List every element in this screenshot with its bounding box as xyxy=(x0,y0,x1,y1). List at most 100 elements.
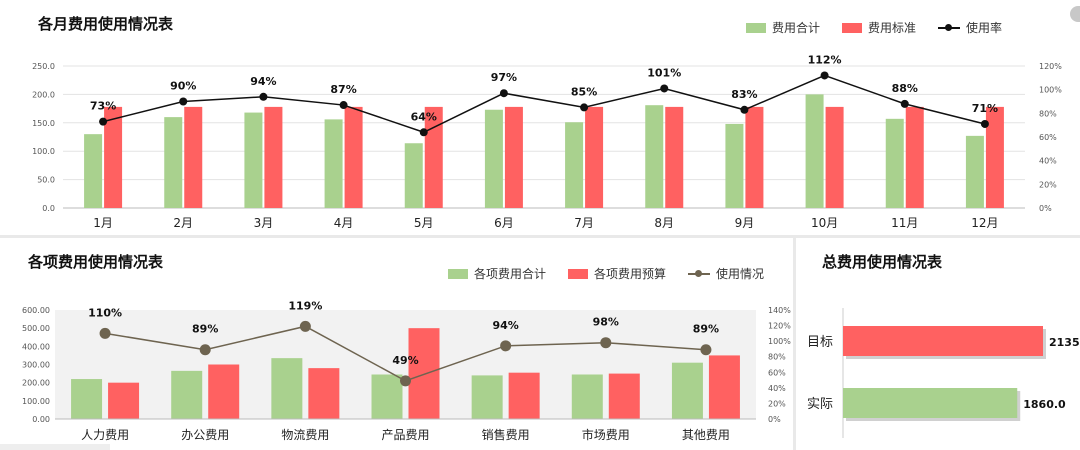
y2-tick-label: 20% xyxy=(1039,180,1057,189)
usage-label: 94% xyxy=(492,319,518,332)
bar-cost-standard xyxy=(585,106,604,208)
y-tick-label: 250.0 xyxy=(32,62,55,71)
x-tick-label: 人力费用 xyxy=(81,428,129,442)
y2-tick-label: 20% xyxy=(768,399,786,408)
usage-rate-label: 97% xyxy=(491,71,517,84)
total-chart-title: 总费用使用情况表 xyxy=(822,253,943,271)
bar-cost-total xyxy=(965,135,984,208)
value-label: 2135 xyxy=(1049,336,1080,349)
usage-label: 89% xyxy=(693,323,719,336)
bar-cost-standard xyxy=(344,106,363,208)
usage-point xyxy=(500,340,512,352)
usage-point xyxy=(400,375,411,387)
monthly-chart-svg: 0.0 50.0 100.0 150.0 200.0 250.0 0% 20% 40% 60% 80… xyxy=(32,53,1062,230)
bar-cost-total xyxy=(885,118,904,208)
usage-rate-label: 112% xyxy=(808,53,842,66)
bar-actual xyxy=(843,388,1018,418)
x-tick-label: 市场费用 xyxy=(582,427,630,442)
bar-cost-standard xyxy=(665,106,684,208)
legend-label: 费用标准 xyxy=(868,21,917,35)
usage-rate-label: 88% xyxy=(892,82,918,95)
bar-cost-standard xyxy=(985,106,1004,208)
x-tick-label: 1月 xyxy=(93,216,113,230)
legend-item-category-total: 各项费用合计 xyxy=(448,265,546,282)
category-chart-title: 各项费用使用情况表 xyxy=(28,253,164,271)
usage-point xyxy=(299,320,311,332)
sheet-tab[interactable] xyxy=(0,444,110,450)
x-tick-label: 3月 xyxy=(254,216,274,230)
legend-line-marker xyxy=(688,269,711,279)
bar-category-total xyxy=(471,375,503,419)
bar-category-budget xyxy=(108,382,140,419)
bar-cost-total xyxy=(565,122,584,208)
y-tick-label: 600.00 xyxy=(22,306,50,315)
category-chart-panel: 各项费用使用情况表 各项费用合计 各项费用预算 使用情况 0.00 100.00 2… xyxy=(0,238,793,450)
bar-cost-total xyxy=(484,109,503,208)
bar-cost-standard xyxy=(184,106,203,208)
y-tick-label: 100.0 xyxy=(32,147,55,156)
y2-tick-label: 100% xyxy=(768,337,791,346)
x-tick-label: 5月 xyxy=(414,216,434,230)
usage-label: 98% xyxy=(593,316,619,329)
y-tick-label: 0.0 xyxy=(42,204,55,213)
bar-category-total xyxy=(371,374,403,419)
monthly-chart-title: 各月费用使用情况表 xyxy=(38,15,174,33)
category-label: 实际 xyxy=(807,397,833,412)
bar-category-budget xyxy=(608,373,640,419)
usage-rate-label: 64% xyxy=(411,110,437,123)
x-tick-label: 其他费用 xyxy=(682,428,730,442)
bar-cost-standard xyxy=(745,106,764,208)
legend-label: 使用情况 xyxy=(716,267,765,281)
y-tick-label: 400.00 xyxy=(22,342,50,351)
bar-cost-total xyxy=(404,143,423,208)
usage-rate-point xyxy=(580,103,589,112)
bar-cost-total xyxy=(164,117,183,208)
x-tick-label: 物流费用 xyxy=(281,428,329,442)
legend-label: 各项费用合计 xyxy=(474,267,547,281)
y-tick-label: 200.00 xyxy=(22,379,50,388)
usage-rate-point xyxy=(980,119,989,128)
x-tick-label: 11月 xyxy=(891,216,918,230)
usage-rate-point xyxy=(499,89,508,98)
usage-point xyxy=(600,337,612,349)
usage-rate-label: 87% xyxy=(330,83,356,96)
category-chart-svg: 0.00 100.00 200.00 300.00 400.00 500.00 600.00… xyxy=(22,299,791,442)
total-chart-svg: 目标 2135 实际 1860.0 xyxy=(807,308,1080,438)
vertical-divider xyxy=(793,238,796,450)
usage-rate-point xyxy=(820,71,829,80)
scroll-handle[interactable] xyxy=(1070,6,1080,22)
monthly-chart-panel: 各月费用使用情况表 费用合计 费用标准 使用率 0.0 50.0 100.0 150.… xyxy=(32,6,1080,230)
legend-item-category-usage: 使用情况 xyxy=(688,265,764,282)
usage-rate-label: 73% xyxy=(90,100,116,113)
y2-tick-label: 0% xyxy=(768,415,781,424)
y2-tick-label: 0% xyxy=(1039,204,1052,213)
bar-cost-total xyxy=(324,119,343,208)
legend-label: 费用合计 xyxy=(772,21,821,35)
y-tick-label: 300.00 xyxy=(22,361,50,370)
y2-tick-label: 40% xyxy=(1039,157,1057,166)
x-tick-label: 办公费用 xyxy=(181,427,229,442)
legend-swatch-red xyxy=(842,22,863,33)
legend-item-category-budget: 各项费用预算 xyxy=(568,265,666,282)
usage-rate-point xyxy=(419,128,428,137)
bar-category-total xyxy=(271,358,303,419)
x-tick-label: 2月 xyxy=(173,216,193,230)
bar-cost-standard xyxy=(905,106,924,208)
x-tick-label: 7月 xyxy=(574,216,594,230)
usage-label: 89% xyxy=(192,323,218,336)
y2-tick-label: 80% xyxy=(768,353,786,362)
y-tick-label: 200.0 xyxy=(32,90,55,99)
legend-label: 各项费用预算 xyxy=(594,267,667,281)
x-tick-label: 4月 xyxy=(334,216,354,230)
legend-swatch-green xyxy=(746,22,766,33)
usage-point xyxy=(700,344,712,356)
legend-swatch-green xyxy=(448,268,468,279)
bar-target xyxy=(843,326,1043,356)
y-tick-label: 0.00 xyxy=(32,415,50,424)
x-tick-label: 8月 xyxy=(654,216,674,230)
bar-category-budget xyxy=(308,368,340,419)
x-tick-label: 销售费用 xyxy=(482,427,530,442)
bar-cost-total xyxy=(645,105,664,208)
total-chart-panel: 总费用使用情况表 目标 2135 实际 1860.0 xyxy=(796,238,1080,450)
y-tick-label: 500.00 xyxy=(22,324,50,333)
